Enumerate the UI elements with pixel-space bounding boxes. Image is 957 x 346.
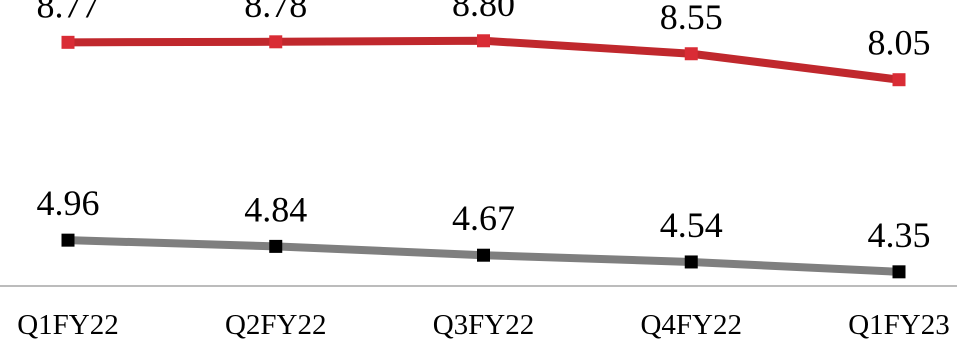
x-tick-label: Q3FY22 — [433, 309, 535, 341]
series-1: 8.77 8.78 8.80 8.55 8.05 — [37, 0, 931, 87]
series-2-point — [892, 265, 906, 279]
series-2: 4.96 4.84 4.67 4.54 4.35 — [37, 183, 931, 279]
series-layer: 8.77 8.78 8.80 8.55 8.05 4.96 4.84 4.67 4.54 4.35 — [37, 0, 931, 279]
data-label: 8.05 — [868, 23, 931, 63]
series-2-point — [477, 248, 490, 262]
data-label: 8.78 — [244, 0, 307, 25]
series-2-point — [269, 239, 283, 253]
data-label: 4.96 — [37, 183, 100, 223]
data-label: 4.67 — [452, 198, 515, 238]
data-label: 8.80 — [452, 0, 515, 24]
data-label: 4.35 — [868, 215, 931, 255]
x-tick-label: Q4FY22 — [640, 309, 742, 341]
series-1-point — [892, 73, 906, 87]
series-2-point — [61, 233, 75, 247]
data-label: 8.77 — [37, 0, 100, 25]
data-label: 8.55 — [660, 0, 723, 37]
series-2-point — [684, 255, 698, 269]
series-1-point — [269, 35, 283, 49]
series-1-point — [477, 34, 490, 48]
x-tick-label: Q1FY22 — [17, 309, 119, 341]
x-tick-label: Q1FY23 — [848, 309, 950, 341]
x-tick-label: Q2FY22 — [225, 309, 327, 341]
series-1-point — [61, 35, 75, 49]
data-label: 4.84 — [244, 189, 307, 229]
series-1-point — [684, 47, 698, 61]
x-tick-labels: Q1FY22 Q2FY22 Q3FY22 Q4FY22 Q1FY23 — [17, 309, 950, 341]
data-label: 4.54 — [660, 205, 723, 245]
